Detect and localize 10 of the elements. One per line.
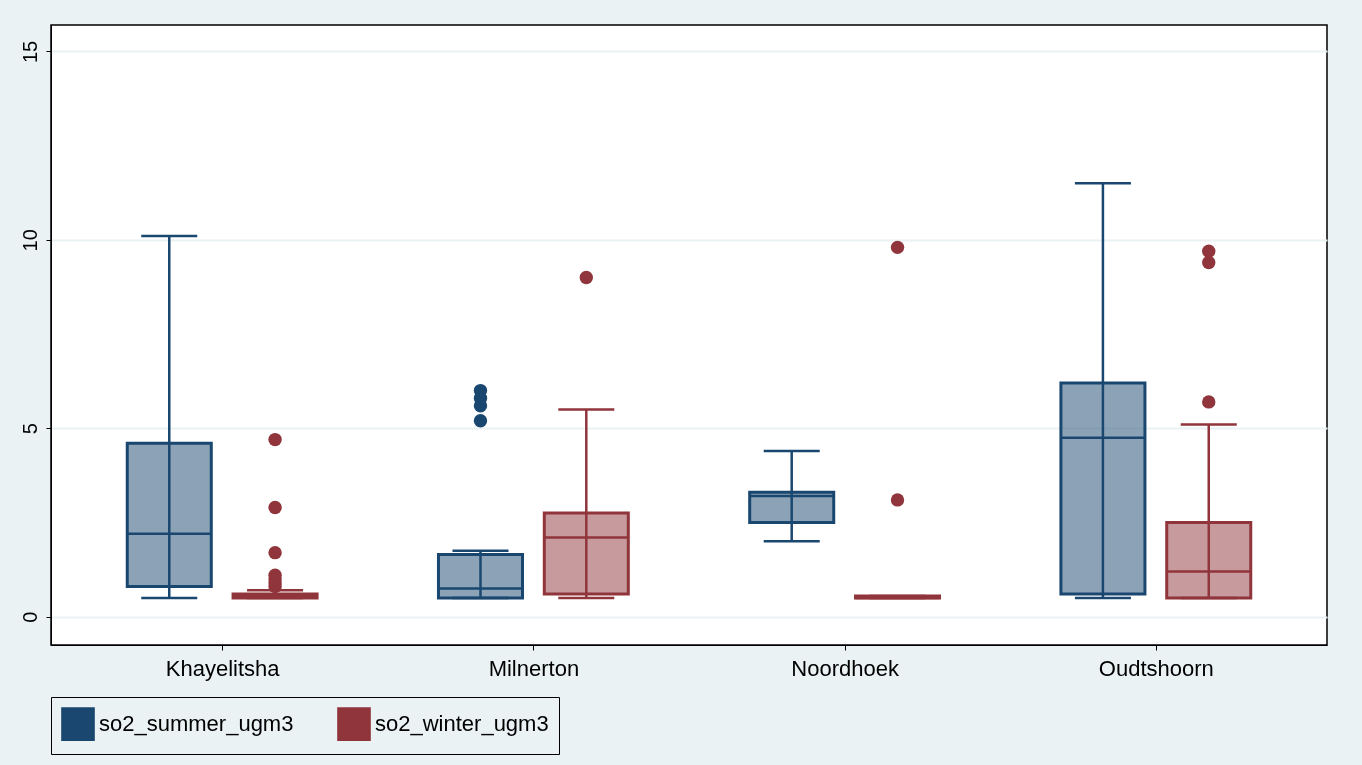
legend-label: so2_winter_ugm3 (375, 711, 549, 737)
legend-label: so2_summer_ugm3 (99, 711, 294, 737)
x-tick-label: Milnerton (488, 655, 580, 681)
y-tick-label: 10 (18, 229, 41, 252)
y-tick-label: 15 (18, 40, 41, 64)
y-tick-label: 0 (18, 611, 41, 623)
x-tick-label: Oudtshoorn (1098, 655, 1214, 681)
x-tick-label: Khayelitsha (165, 655, 281, 681)
x-tick-label: Noordhoek (791, 655, 900, 681)
y-tick-label: 5 (18, 423, 41, 435)
